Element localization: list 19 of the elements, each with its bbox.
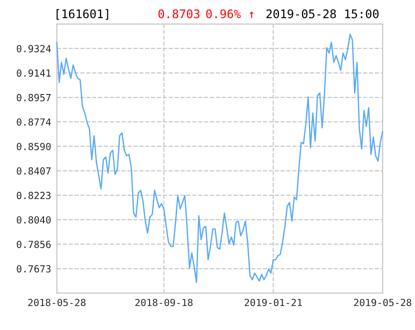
y-tick-label: 0.8407 [16, 167, 51, 175]
y-tick-label: 0.9324 [16, 44, 51, 52]
text: 0.96% ↑ [206, 9, 254, 18]
x-tick-label: 2019-01-21 [244, 298, 302, 306]
y-tick-label: 0.9141 [16, 69, 51, 77]
line-series [56, 34, 384, 283]
y-tick-label: 0.8223 [16, 192, 51, 200]
y-tick-label: 0.8957 [16, 94, 51, 102]
text: 2019-05-28 15:00 [266, 9, 379, 18]
x-tick-label: 2018-09-18 [135, 298, 193, 306]
y-tick-label: 0.8590 [16, 142, 51, 150]
y-tick-label: 0.8040 [16, 216, 51, 224]
y-tick-label: 0.8774 [16, 118, 51, 126]
text: 0.8703 [158, 9, 200, 18]
chart-title: [161601] [56, 9, 108, 20]
x-tick-label: 2018-05-28 [28, 298, 86, 306]
y-tick-label: 0.7673 [16, 265, 51, 272]
y-tick-label: 0.7856 [16, 240, 51, 248]
x-tick-label: 2019-05-28 [354, 298, 412, 306]
